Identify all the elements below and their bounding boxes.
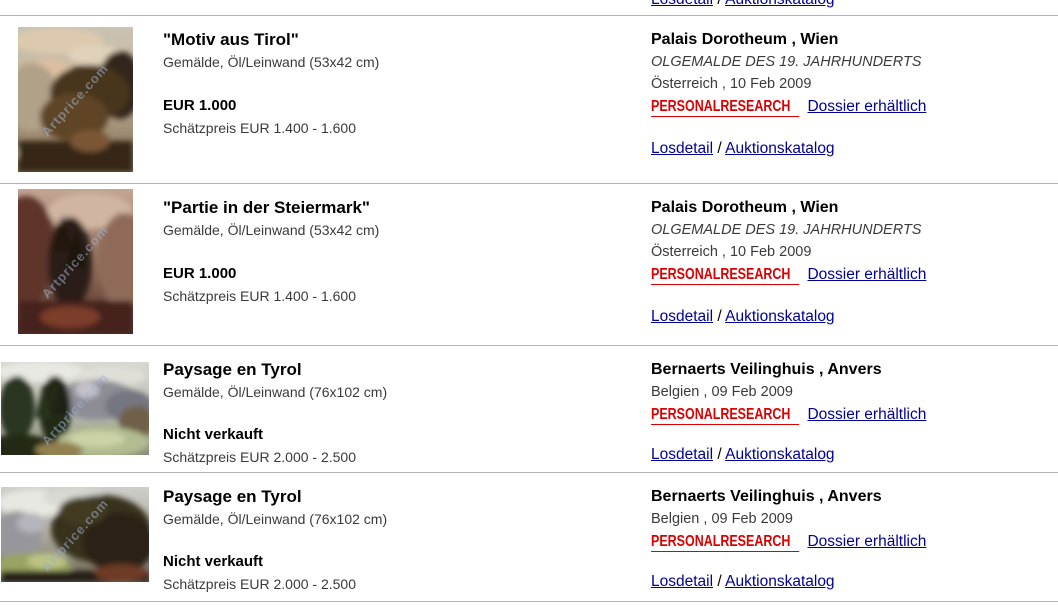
lot-links: Losdetail / Auktionskatalog: [651, 138, 1058, 160]
personal-research-logo: PERSONALRESEARCH: [651, 406, 800, 425]
dossier-label: Dossier erhältlich: [807, 533, 927, 550]
lot-result-price: EUR 1.000: [163, 265, 237, 282]
lot-medium: Gemälde, Öl/Leinwand (76x102 cm): [163, 384, 388, 400]
lot-estimate: Schätzpreis EUR 2.000 - 2.500: [163, 576, 356, 592]
auction-lot-row: Artprice.com "Partie in der Steiermark" …: [0, 184, 1058, 346]
personal-research-logo: PERSONALRESEARCH: [651, 266, 800, 285]
thumbnail-cell: Artprice.com: [0, 16, 150, 183]
lot-title: Paysage en Tyrol: [163, 487, 302, 506]
personal-research-link[interactable]: PERSONALRESEARCH Dossier erhältlich: [651, 406, 927, 425]
personal-research-link[interactable]: PERSONALRESEARCH Dossier erhältlich: [651, 266, 927, 285]
links-separator: /: [713, 0, 725, 8]
lot-info: "Partie in der Steiermark" Gemälde, Öl/L…: [163, 184, 651, 345]
lot-result-price: EUR 1.000: [163, 97, 237, 114]
partial-row: Losdetail / Auktionskatalog: [0, 0, 1058, 16]
thumbnail-cell: Artprice.com: [0, 473, 150, 601]
personal-research-logo: PERSONALRESEARCH: [651, 533, 800, 552]
lot-estimate: Schätzpreis EUR 2.000 - 2.500: [163, 449, 356, 465]
auktionskatalog-link[interactable]: Auktionskatalog: [725, 308, 835, 325]
painting-paysage-en-tyrol-1: [1, 362, 149, 455]
auction-house: Bernaerts Veilinghuis , Anvers: [651, 361, 882, 378]
lot-result-status: Nicht verkauft: [163, 553, 264, 570]
links-separator: /: [713, 308, 726, 325]
sale-info: Palais Dorotheum , Wien OLGEMALDE DES 19…: [651, 184, 1058, 345]
partial-row-links: Losdetail / Auktionskatalog: [651, 0, 835, 11]
lot-info: "Motiv aus Tirol" Gemälde, Öl/Leinwand (…: [163, 16, 651, 183]
losdetail-link[interactable]: Losdetail: [651, 573, 714, 590]
auction-lot-row: Artprice.com Paysage en Tyrol Gemälde, Ö…: [0, 346, 1058, 473]
auction-house: Palais Dorotheum , Wien: [651, 31, 839, 48]
dossier-label: Dossier erhältlich: [807, 266, 927, 283]
painting-motiv-aus-tirol: [17, 27, 133, 172]
lot-links: Losdetail / Auktionskatalog: [651, 444, 1058, 466]
auktionskatalog-link[interactable]: Auktionskatalog: [725, 446, 835, 463]
personal-research-link[interactable]: PERSONALRESEARCH Dossier erhältlich: [651, 533, 927, 552]
artwork-thumbnail[interactable]: Artprice.com: [1, 362, 149, 455]
lot-estimate: Schätzpreis EUR 1.400 - 1.600: [163, 120, 356, 136]
sale-info: Bernaerts Veilinghuis , Anvers Belgien ,…: [651, 473, 1058, 601]
auktionskatalog-link[interactable]: Auktionskatalog: [725, 140, 835, 157]
lot-links: Losdetail / Auktionskatalog: [651, 571, 1058, 593]
losdetail-link[interactable]: Losdetail: [651, 0, 713, 8]
auction-lot-row: Artprice.com "Motiv aus Tirol" Gemälde, …: [0, 16, 1058, 184]
lot-medium: Gemälde, Öl/Leinwand (76x102 cm): [163, 511, 388, 527]
links-separator: /: [713, 140, 726, 157]
sale-location-date: Belgien , 09 Feb 2009: [651, 511, 793, 527]
links-separator: /: [713, 573, 726, 590]
thumbnail-cell: Artprice.com: [0, 346, 150, 472]
sale-info: Bernaerts Veilinghuis , Anvers Belgien ,…: [651, 346, 1058, 472]
personal-research-link[interactable]: PERSONALRESEARCH Dossier erhältlich: [651, 98, 927, 117]
lot-info: Paysage en Tyrol Gemälde, Öl/Leinwand (7…: [163, 346, 651, 472]
artwork-thumbnail[interactable]: Artprice.com: [17, 189, 133, 334]
auction-house: Palais Dorotheum , Wien: [651, 199, 839, 216]
sale-location-date: Belgien , 09 Feb 2009: [651, 384, 793, 400]
sale-title: OLGEMALDE DES 19. JAHRHUNDERTS: [651, 222, 922, 238]
sale-info: Palais Dorotheum , Wien OLGEMALDE DES 19…: [651, 16, 1058, 183]
dossier-label: Dossier erhältlich: [807, 406, 927, 423]
losdetail-link[interactable]: Losdetail: [651, 140, 714, 157]
artwork-thumbnail[interactable]: Artprice.com: [17, 27, 133, 172]
lot-medium: Gemälde, Öl/Leinwand (53x42 cm): [163, 54, 380, 70]
losdetail-link[interactable]: Losdetail: [651, 446, 714, 463]
sale-title: OLGEMALDE DES 19. JAHRHUNDERTS: [651, 54, 922, 70]
lot-links: Losdetail / Auktionskatalog: [651, 306, 1058, 328]
sale-location-date: Österreich , 10 Feb 2009: [651, 76, 812, 92]
auction-house: Bernaerts Veilinghuis , Anvers: [651, 488, 882, 505]
painting-paysage-en-tyrol-2: [1, 487, 149, 582]
lot-title: "Partie in der Steiermark": [163, 198, 370, 217]
lot-medium: Gemälde, Öl/Leinwand (53x42 cm): [163, 222, 380, 238]
auktionskatalog-link[interactable]: Auktionskatalog: [725, 573, 835, 590]
lot-result-status: Nicht verkauft: [163, 426, 264, 443]
personal-research-logo: PERSONALRESEARCH: [651, 98, 800, 117]
lot-title: Paysage en Tyrol: [163, 360, 302, 379]
auction-lot-row: Artprice.com Paysage en Tyrol Gemälde, Ö…: [0, 473, 1058, 602]
lot-info: Paysage en Tyrol Gemälde, Öl/Leinwand (7…: [163, 473, 651, 601]
thumbnail-cell: Artprice.com: [0, 184, 150, 345]
dossier-label: Dossier erhältlich: [807, 98, 927, 115]
sale-location-date: Österreich , 10 Feb 2009: [651, 244, 812, 260]
lot-title: "Motiv aus Tirol": [163, 30, 299, 49]
auktionskatalog-link[interactable]: Auktionskatalog: [725, 0, 834, 8]
losdetail-link[interactable]: Losdetail: [651, 308, 714, 325]
links-separator: /: [713, 446, 726, 463]
artwork-thumbnail[interactable]: Artprice.com: [1, 487, 149, 582]
painting-partie-steiermark: [17, 189, 133, 334]
lot-estimate: Schätzpreis EUR 1.400 - 1.600: [163, 288, 356, 304]
